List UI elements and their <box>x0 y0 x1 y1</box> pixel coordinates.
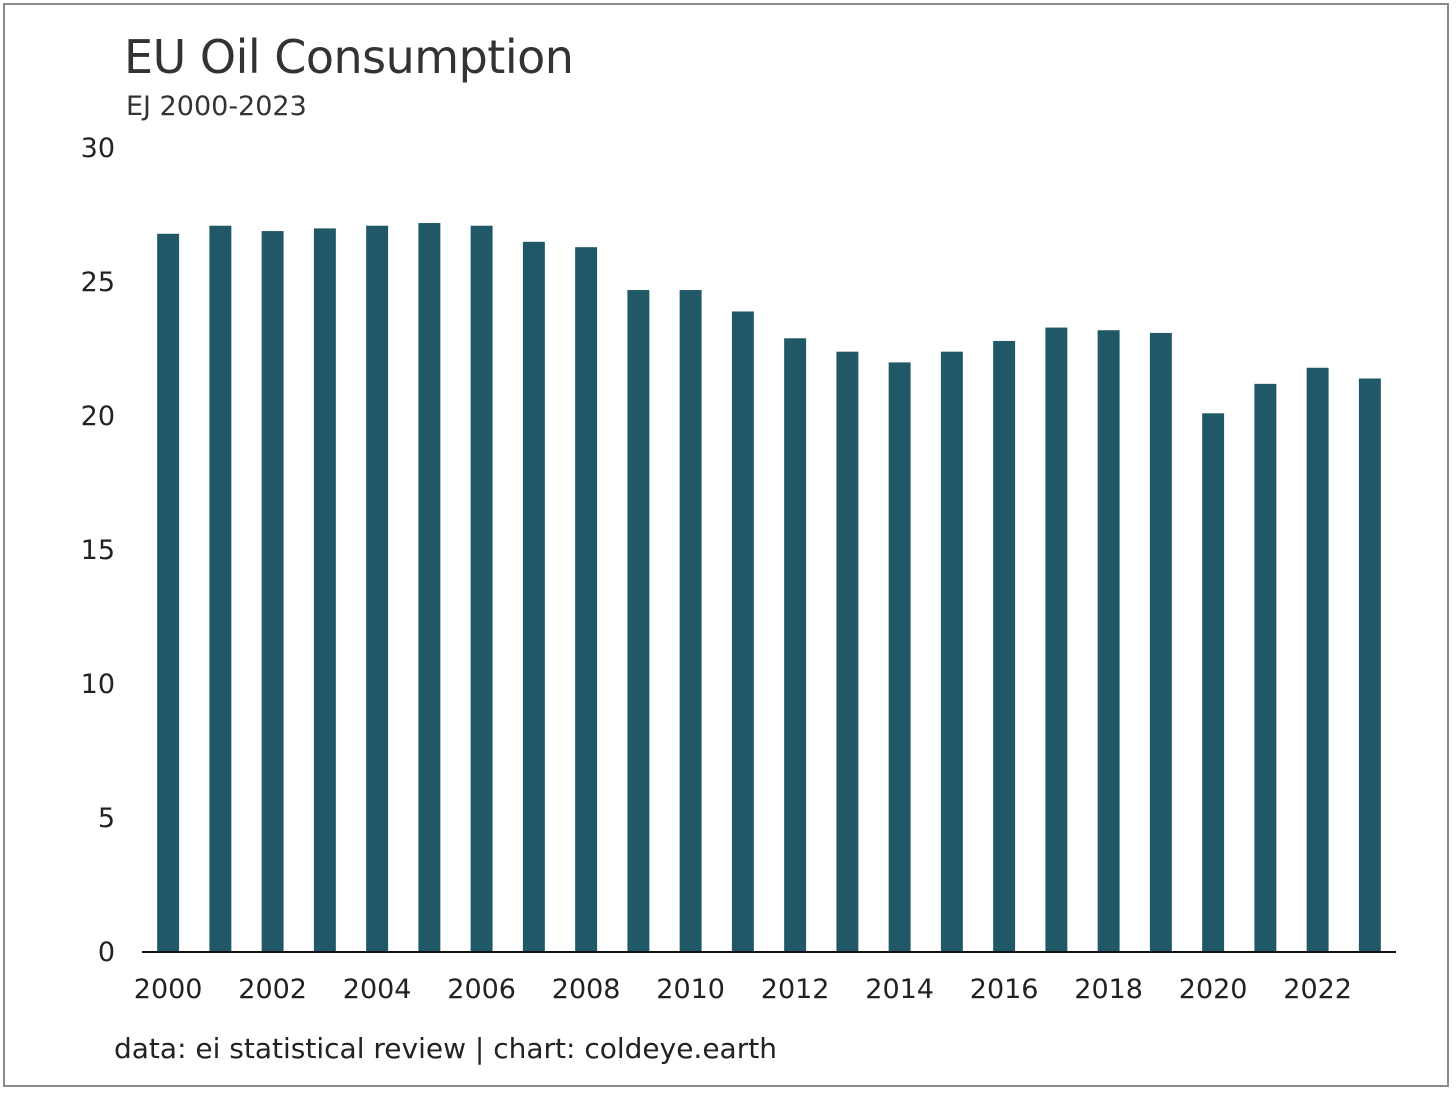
y-tick-label: 30 <box>81 133 115 164</box>
chart-title: EU Oil Consumption <box>124 30 574 84</box>
x-tick-label: 2006 <box>447 974 516 1005</box>
y-tick-label: 10 <box>81 669 115 700</box>
chart-source-note: data: ei statistical review | chart: col… <box>114 1032 777 1065</box>
bar-2005 <box>418 223 441 953</box>
y-tick-label: 20 <box>81 401 115 432</box>
bar-2012 <box>784 338 807 952</box>
bar-2004 <box>366 225 389 953</box>
x-tick-label: 2002 <box>238 974 307 1005</box>
y-axis-ticks: 0 5 10 15 20 25 30 <box>81 133 115 968</box>
chart-frame <box>3 3 1449 1087</box>
bar-2006 <box>470 225 493 953</box>
bar-2009 <box>627 290 650 952</box>
bar-2002 <box>261 231 284 952</box>
y-tick-label: 15 <box>81 535 115 566</box>
bar-2017 <box>1045 327 1068 952</box>
bar-2019 <box>1149 332 1172 952</box>
bar-2001 <box>209 225 232 953</box>
bar-2020 <box>1202 413 1225 952</box>
bar-2018 <box>1097 330 1120 952</box>
chart-subtitle: EJ 2000-2023 <box>126 91 307 122</box>
x-tick-label: 2004 <box>343 974 412 1005</box>
bar-2003 <box>313 228 336 952</box>
bar-2016 <box>993 340 1016 953</box>
bar-2014 <box>888 362 911 952</box>
bar-2022 <box>1306 367 1329 952</box>
bar-2021 <box>1254 383 1277 953</box>
x-tick-label: 2022 <box>1283 974 1352 1005</box>
bar-2011 <box>731 311 754 953</box>
bar-2023 <box>1358 378 1381 953</box>
y-tick-label: 0 <box>98 937 115 968</box>
bar-2008 <box>575 247 598 952</box>
bar-2013 <box>836 351 859 952</box>
y-tick-label: 25 <box>81 267 115 298</box>
bar-2015 <box>940 351 963 952</box>
bar-2000 <box>157 233 180 952</box>
x-tick-label: 2008 <box>552 974 621 1005</box>
bars-group <box>157 223 1381 953</box>
x-tick-label: 2014 <box>865 974 934 1005</box>
x-tick-label: 2010 <box>656 974 725 1005</box>
x-tick-label: 2016 <box>970 974 1039 1005</box>
bar-2007 <box>522 241 545 953</box>
bar-2010 <box>679 290 702 952</box>
x-tick-label: 2018 <box>1074 974 1143 1005</box>
x-tick-label: 2000 <box>134 974 203 1005</box>
x-tick-label: 2020 <box>1179 974 1248 1005</box>
x-axis-ticks: 2000 2002 2004 2006 2008 2010 2012 2014 2016 2018… <box>134 974 1352 1005</box>
y-tick-label: 5 <box>98 803 115 834</box>
x-tick-label: 2012 <box>761 974 830 1005</box>
